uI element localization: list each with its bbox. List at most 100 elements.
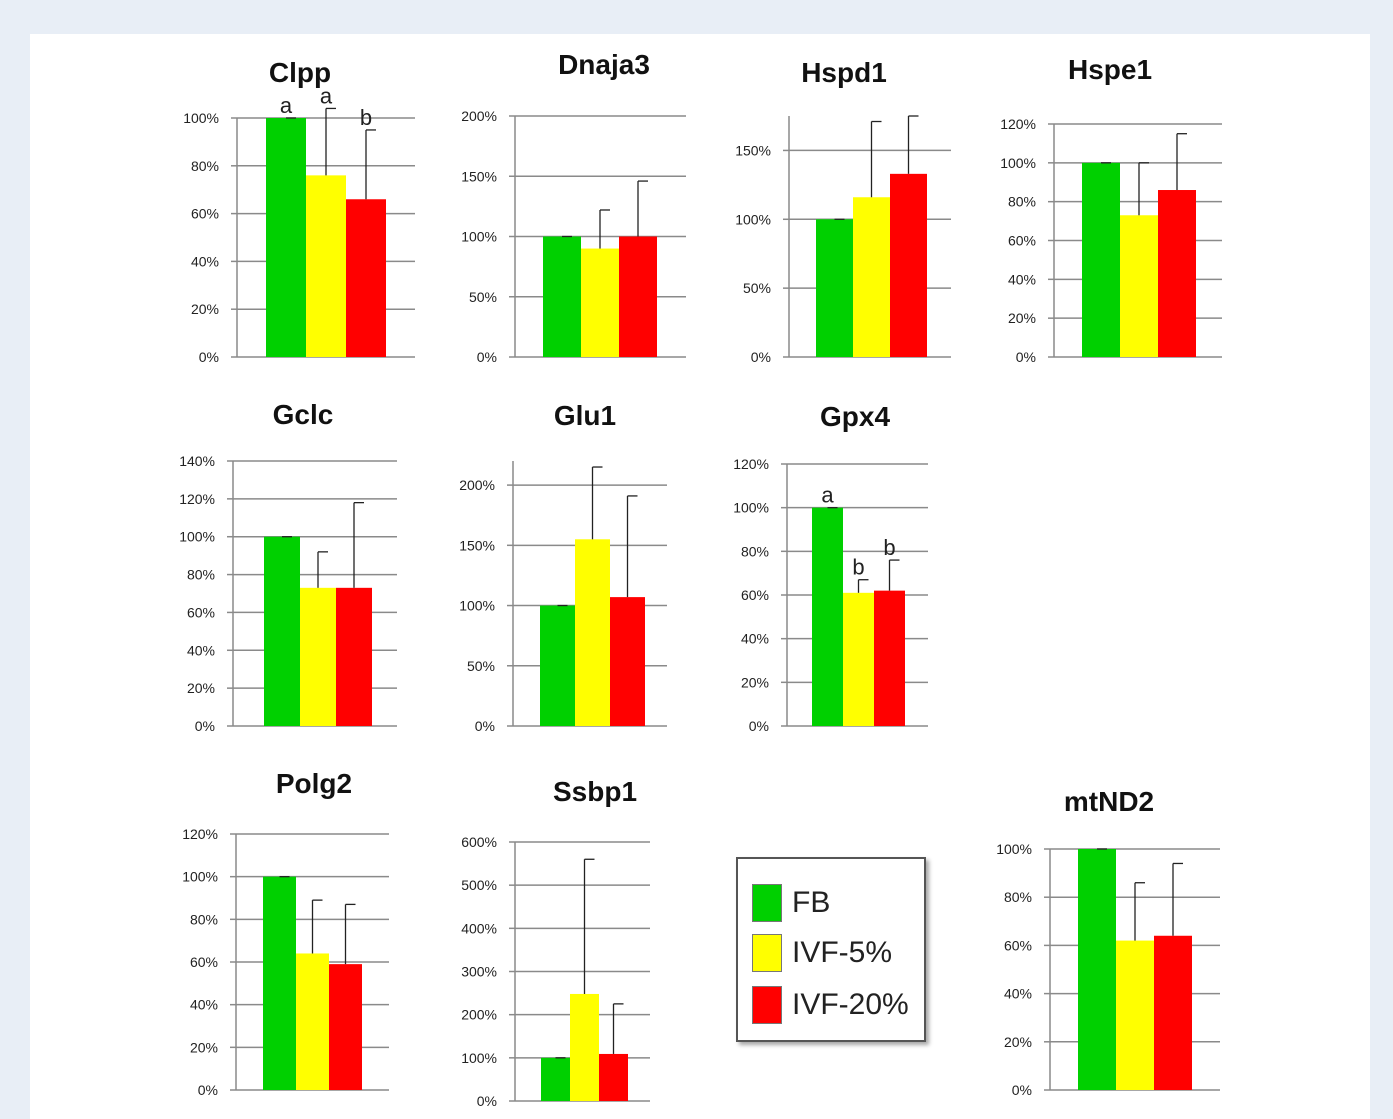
y-tick-label: 120% — [182, 826, 218, 842]
y-tick-label: 80% — [187, 567, 215, 583]
y-tick-label: 80% — [1004, 889, 1032, 905]
significance-label: b — [883, 535, 895, 560]
y-tick-label: 20% — [1008, 310, 1036, 326]
y-tick-label: 60% — [187, 604, 215, 620]
chart-gclc: 0% 20% 40% 60% 80% 100% 120% 140% Gclc — [179, 399, 397, 734]
y-tick-label: 150% — [459, 537, 495, 553]
bar-ivf-20 — [874, 590, 905, 726]
y-tick-label: 0% — [477, 1093, 497, 1109]
bar-ivf-5 — [296, 953, 329, 1090]
y-tick-label: 100% — [461, 1050, 497, 1066]
y-tick-label: 0% — [751, 349, 771, 365]
y-tick-label: 500% — [461, 877, 497, 893]
y-tick-label: 200% — [461, 108, 497, 124]
bar-ivf-5 — [853, 197, 890, 357]
y-tick-label: 40% — [191, 253, 219, 269]
y-tick-label: 40% — [187, 642, 215, 658]
legend-item-ivf-5: IVF-5% — [752, 933, 892, 973]
chart-title: Gpx4 — [820, 401, 890, 432]
bar-ivf-5 — [570, 993, 599, 1101]
legend-label-fb: FB — [792, 886, 831, 919]
y-tick-label: 40% — [741, 631, 769, 647]
significance-label: a — [821, 483, 834, 508]
y-tick-label: 60% — [1008, 233, 1036, 249]
chart-title: mtND2 — [1064, 786, 1154, 817]
chart-title: Dnaja3 — [558, 49, 650, 80]
y-tick-label: 100% — [733, 500, 769, 516]
chart-hspd1: 0% 50% 100% 150% Hspd1 — [735, 57, 951, 365]
y-tick-label: 60% — [741, 587, 769, 603]
bar-fb — [816, 219, 853, 357]
y-tick-label: 0% — [475, 718, 495, 734]
y-tick-label: 40% — [1004, 986, 1032, 1002]
bar-ivf-20 — [1154, 935, 1192, 1090]
y-tick-label: 80% — [1008, 194, 1036, 210]
y-tick-label: 0% — [477, 349, 497, 365]
bar-ivf-5 — [843, 592, 874, 726]
bar-ivf-5 — [300, 587, 336, 726]
y-tick-label: 60% — [1004, 937, 1032, 953]
bar-ivf-5 — [1120, 215, 1158, 357]
y-tick-label: 150% — [461, 168, 497, 184]
y-tick-label: 50% — [743, 280, 771, 296]
chart-title: Glu1 — [554, 400, 616, 431]
chart-title: Ssbp1 — [553, 776, 637, 807]
y-tick-label: 100% — [461, 229, 497, 245]
bar-ivf-20 — [1158, 190, 1196, 357]
y-tick-label: 50% — [467, 658, 495, 674]
y-tick-label: 0% — [1016, 349, 1036, 365]
bar-ivf-5 — [575, 539, 610, 726]
y-tick-label: 20% — [741, 674, 769, 690]
y-tick-label: 200% — [459, 477, 495, 493]
figure-panel — [30, 34, 1370, 1119]
chart-clpp: 0% 20% 40% 60% 80% 100% a a b Clpp — [183, 57, 415, 365]
y-tick-label: 80% — [191, 158, 219, 174]
y-tick-label: 100% — [1000, 155, 1036, 171]
bar-ivf-20 — [619, 236, 657, 357]
y-tick-label: 40% — [190, 997, 218, 1013]
chart-dnaja3: 0% 50% 100% 150% 200% Dnaja3 — [461, 49, 686, 365]
y-tick-label: 0% — [198, 1082, 218, 1098]
y-tick-label: 80% — [190, 911, 218, 927]
significance-label: b — [852, 555, 864, 580]
legend-swatch-ivf-20 — [752, 986, 782, 1024]
bar-ivf-20 — [610, 597, 645, 726]
significance-label: b — [360, 105, 372, 130]
chart-title: Polg2 — [276, 768, 352, 799]
legend: FB IVF-5% IVF-20% — [736, 857, 926, 1042]
bar-fb — [264, 536, 300, 726]
y-tick-label: 100% — [735, 211, 771, 227]
chart-polg2: 0% 20% 40% 60% 80% 100% 120% Polg2 — [182, 768, 389, 1098]
y-tick-label: 0% — [199, 349, 219, 365]
chart-title: Hspe1 — [1068, 54, 1152, 85]
legend-item-fb: FB — [752, 883, 830, 923]
bar-fb — [263, 876, 296, 1090]
bar-ivf-20 — [336, 587, 372, 726]
bar-ivf-20 — [599, 1053, 628, 1101]
chart-glu1: 0% 50% 100% 150% 200% Glu1 — [459, 400, 667, 734]
significance-label: a — [280, 93, 293, 118]
y-tick-label: 150% — [735, 142, 771, 158]
chart-title: Hspd1 — [801, 57, 887, 88]
y-tick-label: 120% — [1000, 116, 1036, 132]
y-tick-label: 0% — [195, 718, 215, 734]
y-tick-label: 300% — [461, 964, 497, 980]
bar-ivf-5 — [1116, 940, 1154, 1090]
bar-ivf-20 — [329, 964, 362, 1090]
legend-label-ivf-5: IVF-5% — [792, 936, 893, 969]
y-tick-label: 140% — [179, 453, 215, 469]
y-tick-label: 120% — [179, 491, 215, 507]
y-tick-label: 60% — [190, 954, 218, 970]
y-tick-label: 200% — [461, 1007, 497, 1023]
bar-ivf-5 — [581, 248, 619, 357]
bar-fb — [812, 507, 843, 726]
y-tick-label: 0% — [1012, 1082, 1032, 1098]
bar-fb — [1078, 849, 1116, 1090]
bar-ivf-20 — [890, 173, 927, 357]
y-tick-label: 60% — [191, 206, 219, 222]
y-tick-label: 100% — [183, 110, 219, 126]
bar-ivf-5 — [306, 175, 346, 357]
bar-fb — [543, 236, 581, 357]
bar-fb — [266, 118, 306, 357]
chart-gpx4: 0% 20% 40% 60% 80% 100% 120% a bb Gpx4 — [733, 401, 928, 734]
